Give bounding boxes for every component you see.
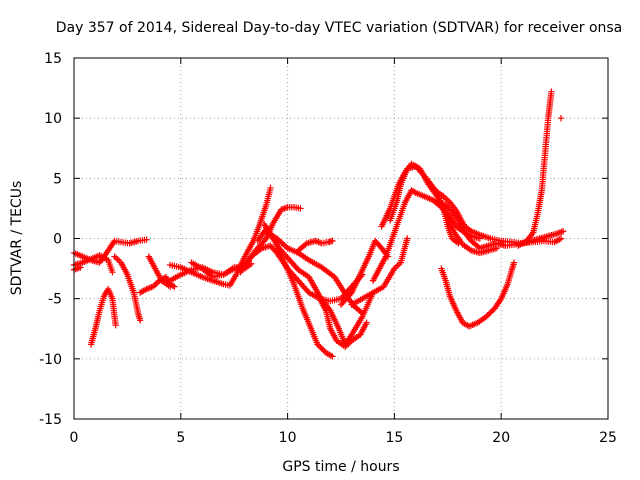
data-point bbox=[276, 238, 284, 245]
x-tick-label: 25 bbox=[599, 430, 617, 446]
x-tick-label: 0 bbox=[70, 430, 79, 446]
data-point bbox=[548, 88, 555, 95]
data-point bbox=[484, 312, 491, 319]
data-point bbox=[267, 184, 274, 192]
y-axis-label: SDTVAR / TECUs bbox=[9, 181, 25, 296]
data-point bbox=[166, 283, 174, 290]
data-point bbox=[77, 264, 84, 271]
data-point bbox=[261, 236, 269, 244]
data-point bbox=[278, 239, 285, 246]
data-point bbox=[114, 256, 121, 263]
data-point bbox=[557, 235, 565, 242]
data-point bbox=[510, 259, 518, 266]
y-tick-label: 5 bbox=[53, 171, 62, 187]
x-tick-label: 15 bbox=[385, 430, 403, 446]
data-point bbox=[455, 240, 462, 247]
y-tick-label: 10 bbox=[44, 111, 62, 127]
x-tick-label: 10 bbox=[279, 430, 297, 446]
data-point bbox=[281, 242, 288, 249]
grid-lines bbox=[74, 58, 608, 419]
data-point bbox=[273, 235, 281, 242]
data-point bbox=[112, 321, 119, 329]
data-point bbox=[329, 237, 336, 245]
y-tick-label: 0 bbox=[53, 232, 62, 248]
y-axis-tick-labels: -15 -10 -5 0 5 10 15 bbox=[39, 51, 62, 428]
data-point bbox=[485, 310, 493, 318]
y-tick-label: -10 bbox=[39, 352, 62, 368]
data-point bbox=[315, 342, 323, 349]
data-point bbox=[314, 341, 321, 348]
data-point bbox=[297, 205, 304, 212]
data-point bbox=[109, 268, 116, 276]
data-point bbox=[153, 280, 160, 287]
data-point bbox=[487, 309, 494, 316]
x-axis-label: GPS time / hours bbox=[282, 459, 399, 475]
data-point bbox=[329, 353, 336, 360]
data-point bbox=[315, 238, 322, 246]
data-point bbox=[111, 253, 118, 260]
x-axis-tick-labels: 0 5 10 15 20 25 bbox=[70, 430, 617, 446]
data-point bbox=[317, 344, 324, 351]
data-point bbox=[359, 309, 366, 317]
data-point bbox=[208, 272, 215, 280]
x-tick-label: 20 bbox=[492, 430, 510, 446]
y-tick-label: -5 bbox=[48, 292, 62, 308]
data-point bbox=[394, 262, 401, 269]
data-point bbox=[411, 188, 418, 196]
x-tick-label: 5 bbox=[176, 430, 185, 446]
data-point bbox=[281, 205, 288, 212]
axis-ticks bbox=[73, 57, 609, 420]
data-point bbox=[318, 345, 325, 352]
data-point bbox=[483, 313, 490, 320]
chart-title: Day 357 of 2014, Sidereal Day-to-day VTE… bbox=[56, 20, 623, 36]
data-point bbox=[363, 319, 370, 326]
data-points bbox=[70, 88, 567, 360]
data-point bbox=[279, 240, 287, 248]
y-tick-label: -15 bbox=[39, 412, 62, 428]
data-point bbox=[275, 236, 282, 244]
data-point bbox=[112, 254, 120, 262]
data-point bbox=[320, 346, 327, 354]
data-point bbox=[257, 246, 264, 253]
data-point bbox=[404, 235, 411, 242]
data-point bbox=[559, 228, 567, 235]
data-point bbox=[557, 114, 565, 122]
data-point bbox=[282, 243, 290, 250]
data-point bbox=[488, 307, 496, 315]
data-point bbox=[347, 290, 354, 298]
data-point bbox=[143, 236, 150, 243]
data-point bbox=[137, 317, 144, 324]
y-tick-label: 15 bbox=[44, 51, 62, 67]
data-point bbox=[357, 308, 365, 316]
